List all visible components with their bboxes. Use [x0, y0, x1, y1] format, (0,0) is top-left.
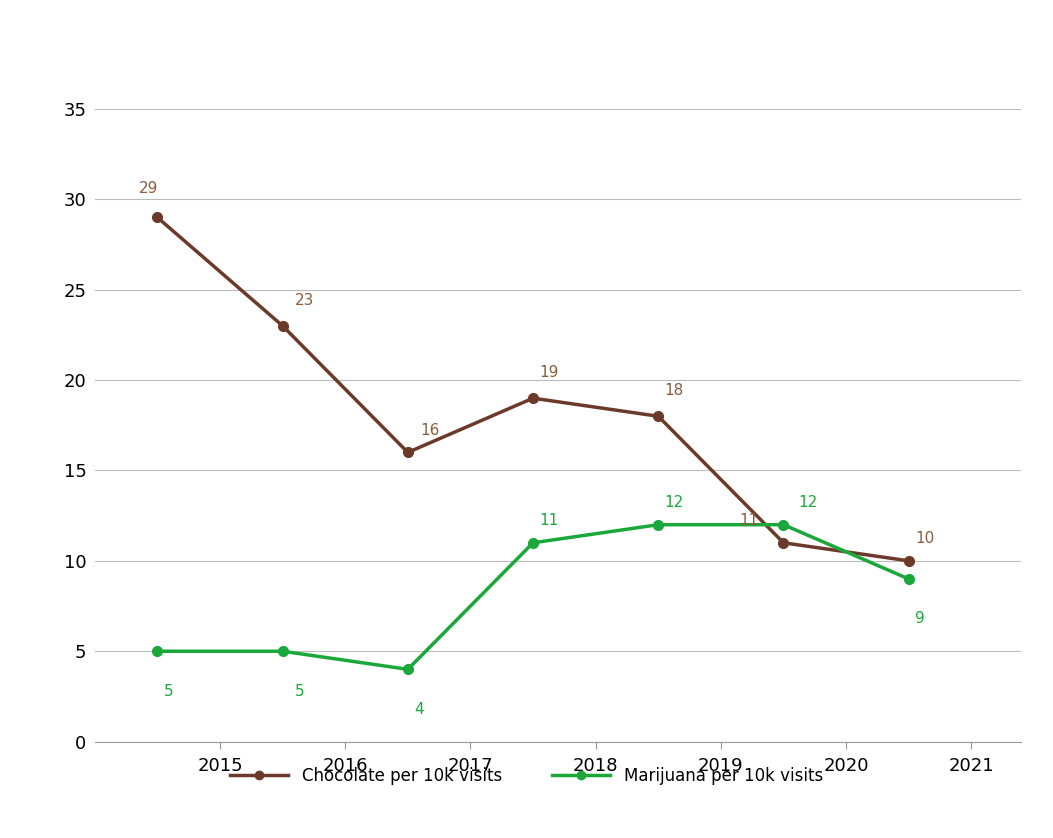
Text: Chocolate and Marijuana Diagnosis Over Time: Chocolate and Marijuana Diagnosis Over T…	[57, 29, 996, 63]
Text: 12: 12	[798, 495, 818, 510]
Text: 19: 19	[539, 365, 559, 380]
Text: 18: 18	[664, 383, 683, 398]
Text: 12: 12	[664, 495, 683, 510]
Text: 11: 11	[739, 514, 759, 528]
Text: 23: 23	[295, 292, 315, 308]
Text: 5: 5	[163, 684, 174, 699]
Text: 29: 29	[139, 181, 158, 196]
Legend: Chocolate per 10k visits, Marijuana per 10k visits: Chocolate per 10k visits, Marijuana per …	[223, 760, 830, 791]
Text: 11: 11	[539, 514, 558, 528]
Text: 5: 5	[295, 684, 304, 699]
Text: 4: 4	[414, 702, 423, 716]
Text: 9: 9	[915, 612, 925, 627]
Text: 16: 16	[420, 423, 440, 438]
Text: 10: 10	[915, 531, 934, 546]
